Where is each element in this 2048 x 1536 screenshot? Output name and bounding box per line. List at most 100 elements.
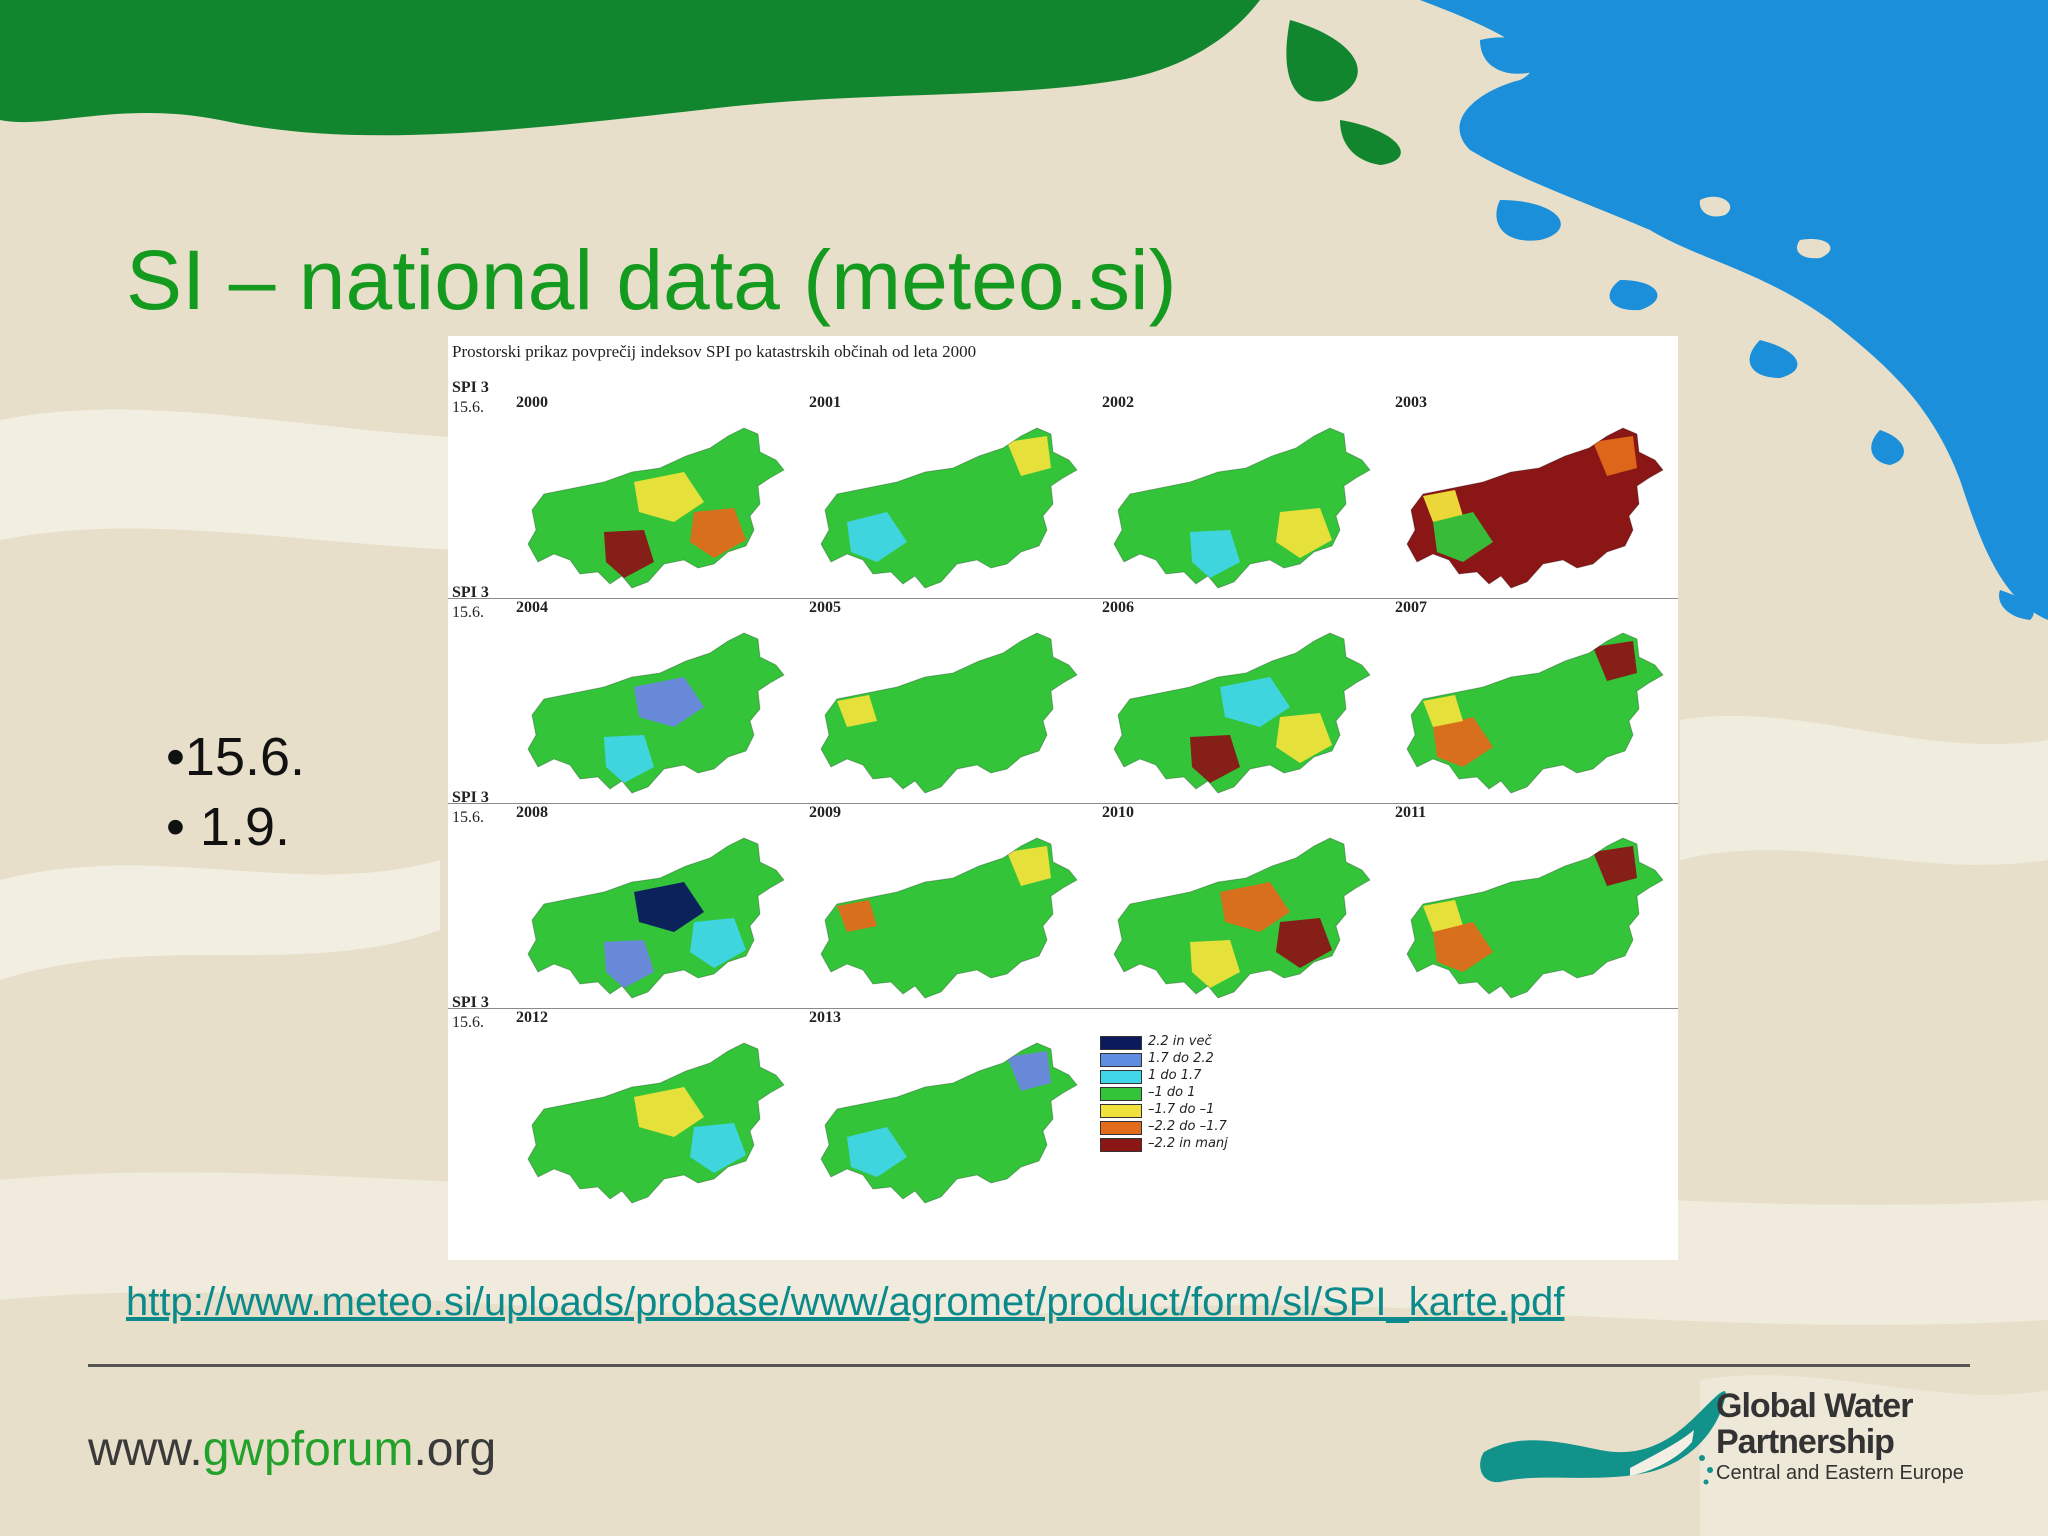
legend-swatch [1100,1121,1142,1135]
map-region [1007,1051,1051,1091]
legend-label: –2.2 in manj [1148,1136,1228,1151]
bullet-item: •15.6. [166,727,306,787]
figure-caption: Prostorski prikaz povprečij indeksov SPI… [452,342,977,361]
map-region [1433,512,1493,562]
slovenia-map [527,632,785,794]
legend-label: –1.7 do –1 [1148,1102,1215,1117]
slovenia-map [820,427,1078,589]
map-region [1593,641,1637,681]
row-divider [448,598,1678,599]
map-panel: 2004 [514,599,804,799]
legend-swatch [1100,1070,1142,1084]
panel-year: 2004 [516,599,548,616]
map-region [837,900,877,932]
legend-label: –1 do 1 [1148,1085,1196,1100]
map-region [604,530,654,578]
map-region [1007,436,1051,476]
map-region [690,508,746,558]
legend-swatch [1100,1053,1142,1067]
logo-line3: Central and Eastern Europe [1716,1462,1964,1484]
legend-swatch [1100,1104,1142,1118]
legend-label: 2.2 in več [1148,1034,1212,1049]
gwp-logo-icon [1480,1391,1726,1485]
map-panel: 2000 [514,394,804,594]
map-region [604,735,654,783]
panel-year: 2010 [1102,804,1134,821]
slovenia-map [1406,427,1664,589]
slovenia-map [527,837,785,999]
panel-year: 2005 [809,599,841,616]
spi-row-label: SPI 3 15.6. [452,379,489,416]
map-region [634,882,704,932]
legend-swatch [1100,1138,1142,1152]
slovenia-map [820,632,1078,794]
map-region [847,512,907,562]
map-region [1190,735,1240,783]
slovenia-map [527,1042,785,1204]
slovenia-map [1406,837,1664,999]
map-region [1190,940,1240,988]
spi-row-label: SPI 3 15.6. [452,789,489,826]
map-region [1276,508,1332,558]
logo-line1: Global Water [1716,1387,1913,1425]
map-region [1007,846,1051,886]
panel-year: 2001 [809,394,841,411]
spi-row-label: SPI 3 15.6. [452,994,489,1031]
map-region [1423,900,1463,932]
panel-year: 2006 [1102,599,1134,616]
map-panel: 2012 [514,1009,804,1209]
map-region [634,1087,704,1137]
map-region [1220,677,1290,727]
slide-title: SI – national data (meteo.si) [126,233,1177,327]
logo-line2: Partnership [1716,1423,1895,1461]
map-region [821,838,1077,998]
map-panel: 2005 [807,599,1097,799]
map-region [1593,436,1637,476]
bullet-list: •15.6. • 1.9. [166,722,305,862]
map-region [1433,922,1493,972]
legend-swatch [1100,1087,1142,1101]
legend-swatch [1100,1036,1142,1050]
legend-label: –2.2 do –1.7 [1148,1119,1227,1134]
map-region [1593,846,1637,886]
map-region [604,940,654,988]
map-panel: 2008 [514,804,804,1004]
footer-divider [88,1364,1970,1367]
slovenia-map [1406,632,1664,794]
panel-year: 2003 [1395,394,1427,411]
map-region [1220,882,1290,932]
map-region [690,918,746,968]
slovenia-map [820,837,1078,999]
legend-label: 1.7 do 2.2 [1148,1051,1214,1066]
gwp-logo-text: Global Water Partnership Central and Eas… [1716,1388,1964,1486]
panel-year: 2007 [1395,599,1427,616]
map-region [634,677,704,727]
panel-year: 2002 [1102,394,1134,411]
panel-year: 2013 [809,1009,841,1026]
map-region [634,472,704,522]
panel-year: 2009 [809,804,841,821]
row-divider [448,1008,1678,1009]
map-region [690,1123,746,1173]
map-region [1190,530,1240,578]
map-panel: 2007 [1393,599,1683,799]
slovenia-map [1113,632,1371,794]
slovenia-map [527,427,785,589]
map-panel: 2006 [1100,599,1390,799]
legend-label: 1 do 1.7 [1148,1068,1202,1083]
slovenia-map [1113,427,1371,589]
map-region [821,633,1077,793]
map-panel: 2001 [807,394,1097,594]
website-url: www.gwpforum.org [88,1423,497,1476]
map-panel: 2013 [807,1009,1097,1209]
map-panel: 2010 [1100,804,1390,1004]
map-region [837,695,877,727]
bullet-item: • 1.9. [166,797,290,857]
spi-map-figure: Prostorski prikaz povprečij indeksov SPI… [448,336,1678,1260]
panel-year: 2000 [516,394,548,411]
row-divider [448,803,1678,804]
map-region [1276,918,1332,968]
panel-year: 2011 [1395,804,1427,821]
source-link[interactable]: http://www.meteo.si/uploads/probase/www/… [126,1280,1565,1324]
